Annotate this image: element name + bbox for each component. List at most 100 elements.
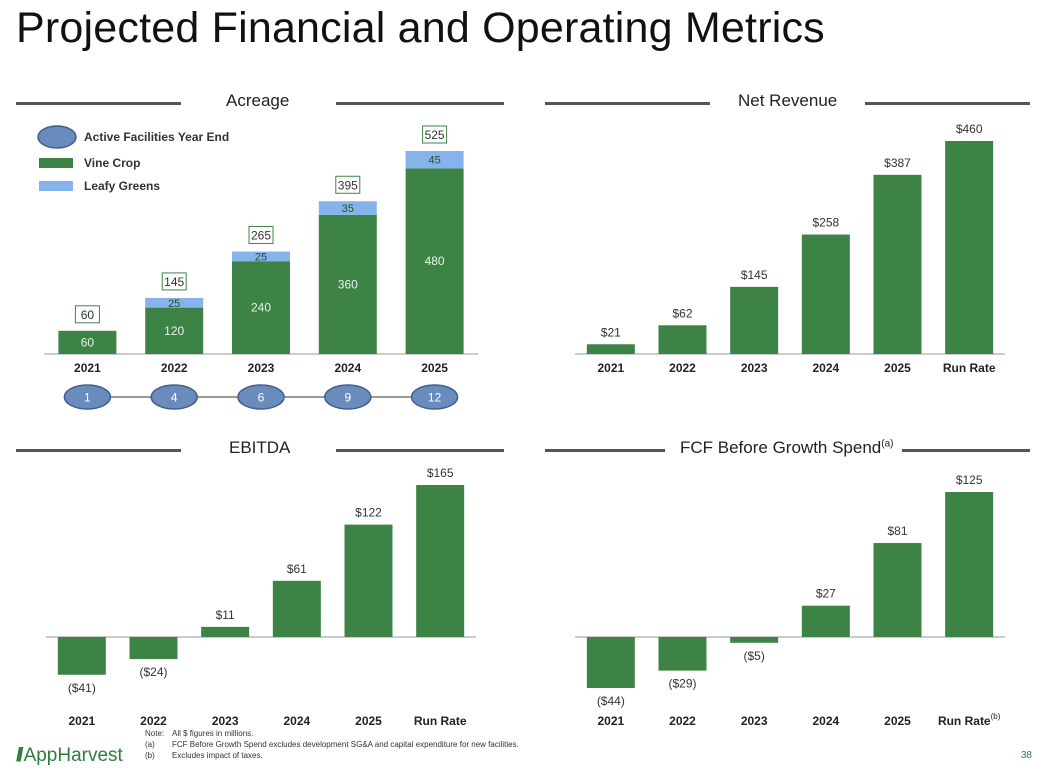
bar-value-label: 25 bbox=[255, 251, 267, 263]
x-tick-label: 2024 bbox=[812, 714, 839, 728]
x-tick-note: (b) bbox=[991, 712, 1001, 721]
acreage-chart: 6060202112025145202224025265202336035395… bbox=[37, 125, 478, 410]
net-revenue-chart: $21 2021 $62 2022 $145 2023 $258 2024 $387 2025 $4… bbox=[575, 122, 1005, 375]
bar-value-label: 60 bbox=[81, 335, 95, 349]
x-tick-label: 2021 bbox=[597, 714, 624, 728]
x-tick-label: 2021 bbox=[68, 714, 95, 728]
ebitda-panel: EBITDA ($41) 2021 ($24) 2022 $11 2023 $61 2024 $… bbox=[16, 437, 504, 732]
legend-label: Vine Crop bbox=[84, 156, 140, 170]
bar-value-label: $165 bbox=[427, 466, 454, 480]
bar-value-label: 120 bbox=[164, 324, 184, 338]
total-label: 395 bbox=[338, 178, 358, 192]
footnote-key: (a) bbox=[145, 740, 155, 749]
x-tick-label: Run Rate(b) bbox=[938, 712, 1001, 728]
x-tick-label: 2022 bbox=[669, 714, 696, 728]
footnote-text: Excludes impact of taxes. bbox=[172, 751, 263, 760]
bar-value-label: $125 bbox=[956, 473, 983, 487]
header-rule-left bbox=[16, 102, 181, 105]
bar-value-label: $460 bbox=[956, 122, 983, 136]
fcf-header: FCF Before Growth Spend(a) bbox=[545, 437, 1030, 461]
x-tick-label: 2025 bbox=[421, 361, 448, 375]
footnotes: Note: All $ figures in millions. (a) FCF B… bbox=[145, 728, 519, 761]
bar-leafy-greens bbox=[145, 297, 204, 308]
footnote-text: FCF Before Growth Spend excludes develop… bbox=[172, 740, 519, 749]
bar-value-label: $145 bbox=[741, 268, 768, 282]
fcf-chart: ($44) 2021 ($29) 2022 ($5) 2023 $27 2024 $81 2025… bbox=[575, 473, 1005, 728]
bar bbox=[801, 605, 850, 637]
bar-value-label: $81 bbox=[887, 524, 907, 538]
x-tick-label: 2024 bbox=[812, 361, 839, 375]
company-logo: //AppHarvest bbox=[16, 745, 123, 767]
total-label: 60 bbox=[81, 308, 95, 322]
bar-value-label: 360 bbox=[338, 277, 358, 291]
fcf-title-text: FCF Before Growth Spend bbox=[680, 438, 882, 457]
legend-swatch-facilities bbox=[37, 125, 77, 149]
bar-value-label: 480 bbox=[425, 254, 445, 268]
page-number: 38 bbox=[1020, 750, 1032, 761]
total-label: 265 bbox=[251, 229, 271, 243]
x-tick-label: 2022 bbox=[140, 714, 167, 728]
x-tick-label: 2022 bbox=[669, 361, 696, 375]
acreage-panel: Acreage 60 60 2021 120 25 145 2022 240 25 265 2023… bbox=[16, 90, 504, 420]
footnote-key: (b) bbox=[145, 751, 155, 760]
facility-oval bbox=[63, 384, 112, 410]
x-tick-label: 2024 bbox=[334, 361, 361, 375]
facility-count-label: 9 bbox=[344, 391, 351, 405]
legend-label: Active Facilities Year End bbox=[84, 130, 229, 144]
facility-count-label: 6 bbox=[258, 391, 265, 405]
bar bbox=[57, 637, 106, 675]
x-tick-label: 2023 bbox=[741, 361, 768, 375]
footnote-text: All $ figures in millions. bbox=[172, 729, 254, 738]
total-box bbox=[422, 125, 448, 144]
bar-vine-crop bbox=[232, 261, 290, 354]
total-box bbox=[161, 272, 187, 291]
facility-oval bbox=[237, 384, 285, 410]
bar bbox=[129, 637, 178, 660]
bar-vine-crop bbox=[58, 330, 117, 354]
facility-count-label: 4 bbox=[171, 391, 178, 405]
header-rule-right bbox=[336, 449, 504, 452]
header-rule-right bbox=[865, 102, 1030, 105]
bar-leafy-greens bbox=[232, 251, 290, 262]
x-tick-label: 2023 bbox=[212, 714, 239, 728]
x-tick-label: 2021 bbox=[597, 361, 624, 375]
bar-value-label: ($29) bbox=[668, 677, 696, 691]
footnote-key: Note: bbox=[145, 729, 165, 738]
bar-value-label: 25 bbox=[168, 298, 180, 310]
ebitda-title: EBITDA bbox=[229, 438, 291, 457]
logo-text: AppHarvest bbox=[23, 745, 123, 766]
header-rule-right bbox=[902, 449, 1030, 452]
bar bbox=[658, 325, 707, 354]
bar-value-label: $62 bbox=[672, 306, 692, 320]
bar-value-label: ($41) bbox=[68, 681, 96, 695]
bar bbox=[945, 492, 994, 637]
bar bbox=[730, 286, 779, 354]
x-tick-label: 2025 bbox=[355, 714, 382, 728]
facility-oval bbox=[150, 384, 198, 410]
bar bbox=[344, 524, 393, 637]
bar-leafy-greens bbox=[318, 201, 377, 215]
facility-oval bbox=[410, 384, 459, 410]
x-tick-label: 2025 bbox=[884, 361, 911, 375]
header-rule-right bbox=[336, 102, 504, 105]
leaf-logo-icon: // bbox=[16, 745, 23, 766]
bar-value-label: ($44) bbox=[597, 694, 625, 708]
bar bbox=[945, 141, 994, 354]
legend-swatch-vine-crop bbox=[39, 158, 73, 168]
fcf-title: FCF Before Growth Spend(a) bbox=[680, 438, 894, 458]
x-tick-label: 2023 bbox=[248, 361, 275, 375]
x-tick-label: 2023 bbox=[741, 714, 768, 728]
x-tick-label: Run Rate bbox=[414, 714, 467, 728]
total-box bbox=[335, 175, 361, 194]
facility-count-label: 1 bbox=[84, 391, 91, 405]
header-rule-left bbox=[16, 449, 181, 452]
ebitda-chart: ($41) 2021 ($24) 2022 $11 2023 $61 2024 $122 2025… bbox=[46, 466, 476, 728]
bar-value-label: ($5) bbox=[743, 649, 764, 663]
header-rule-left bbox=[545, 449, 665, 452]
x-tick-label: 2025 bbox=[884, 714, 911, 728]
bar-value-label: $61 bbox=[287, 562, 307, 576]
fcf-panel: FCF Before Growth Spend(a) ($44) 2021 ($29… bbox=[545, 437, 1030, 732]
bar bbox=[586, 637, 635, 689]
page-title: Projected Financial and Operating Metric… bbox=[16, 4, 825, 52]
bar bbox=[801, 234, 850, 354]
